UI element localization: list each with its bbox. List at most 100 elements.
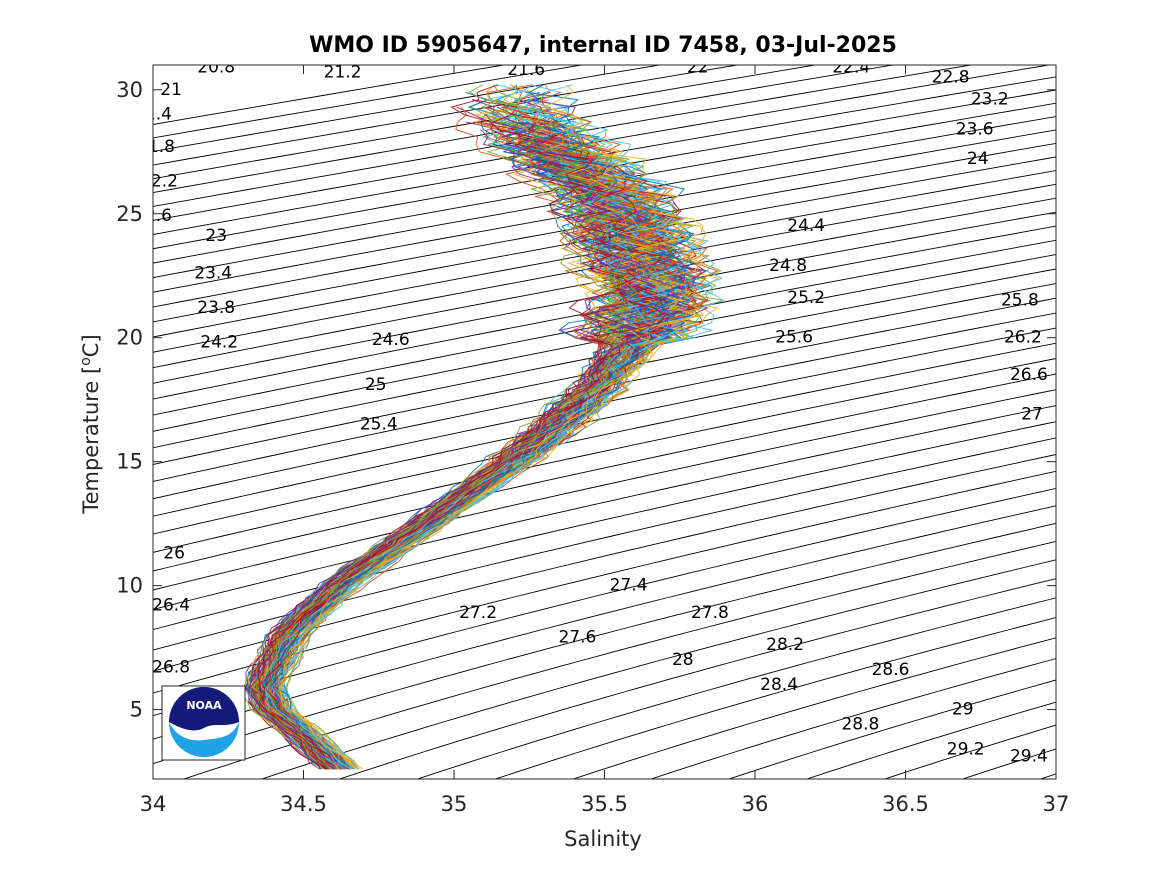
isopycnal-label: 25 <box>365 375 387 395</box>
isopycnal-label: 25.2 <box>787 288 825 308</box>
isopycnal-label: 27.8 <box>691 603 729 623</box>
y-tick-label: 30 <box>116 78 143 102</box>
isopycnal-line <box>727 679 1056 779</box>
x-tick-label: 35.5 <box>581 792 628 816</box>
profile-lines <box>242 84 725 770</box>
y-axis-label: Temperature [oC] <box>78 334 103 514</box>
isopycnal-label: 24.8 <box>769 256 807 276</box>
logo-text: NOAA <box>186 699 222 712</box>
profile-line <box>278 99 725 770</box>
isopycnal-label: 23.6 <box>956 120 994 140</box>
isopycnal-label: 21.4 <box>134 105 172 125</box>
isopycnal-label: 29.4 <box>1010 747 1048 767</box>
isopycnal-label: 26.2 <box>1004 328 1042 348</box>
isopycnal-line <box>883 724 1056 779</box>
isopycnal-label: 21.6 <box>507 60 545 80</box>
y-tick-label: 25 <box>116 202 143 226</box>
isopycnal-label: 23.8 <box>197 298 235 318</box>
isopycnal-label: 24.6 <box>372 330 410 350</box>
x-tick-label: 37 <box>1043 792 1070 816</box>
profile-line <box>249 129 676 770</box>
chart-title: WMO ID 5905647, internal ID 7458, 03-Jul… <box>309 33 897 58</box>
isopycnal-labels: 20.8 21 21.2 21.4 21.6 21.8 22 22.2 22.4 22.8 22.6… <box>134 58 1048 767</box>
isopycnal-label: 26.8 <box>152 657 190 677</box>
profile-line <box>263 151 692 770</box>
isopycnal-label: 29.2 <box>947 739 985 759</box>
logo-bird <box>169 687 239 731</box>
isopycnal-line <box>416 597 1056 779</box>
isopycnal-line <box>805 701 1056 779</box>
x-axis-label: Salinity <box>564 827 642 851</box>
isopycnal-label: 24.4 <box>787 216 825 236</box>
isopycnal-line <box>494 617 1056 779</box>
isopycnal-label: 28.4 <box>760 675 798 695</box>
y-tick-label: 20 <box>116 326 143 350</box>
isopycnal-label: 25.4 <box>360 415 398 435</box>
y-tick-label: 5 <box>130 698 143 722</box>
isopycnal-label: 21 <box>160 80 182 100</box>
x-tick-label: 34 <box>140 792 167 816</box>
isopycnal-label: 21.2 <box>324 62 362 82</box>
isopycnal-label: 24.2 <box>200 333 238 353</box>
profile-line <box>252 136 665 770</box>
profile-line <box>248 121 649 770</box>
isopycnal-label: 28.8 <box>841 715 879 735</box>
isopycnal-label: 25.8 <box>1001 291 1039 311</box>
x-tick-label: 34.5 <box>280 792 327 816</box>
isopycnal-label: 22.2 <box>140 172 178 192</box>
isopycnal-label: 26.4 <box>152 596 190 616</box>
isopycnal-label: 23.4 <box>194 263 232 283</box>
isopycnal-label: 25.6 <box>775 328 813 348</box>
isopycnal-label: 28.2 <box>766 635 804 655</box>
isopycnal-label: 24 <box>967 149 989 169</box>
isopycnal-label: 22.4 <box>832 58 870 78</box>
isopycnal-label: 26 <box>163 543 185 563</box>
isopycnal-label: 23.2 <box>971 90 1009 110</box>
profile-line <box>278 84 705 770</box>
profile-line <box>257 84 666 770</box>
isopycnal-label: 27.6 <box>558 628 596 648</box>
isopycnal-label: 21.8 <box>137 137 175 157</box>
isopycnal-line <box>338 578 1056 779</box>
x-tick-label: 36 <box>742 792 769 816</box>
noaa-logo: NOAA <box>161 685 246 761</box>
isopycnal-label: 29 <box>952 700 974 720</box>
isopycnal-line <box>649 658 1056 779</box>
profile-line <box>260 114 677 770</box>
logo-wave <box>169 722 239 741</box>
axis-ticks: 34 34.5 35 35.5 36 36.5 37 5 10 15 20 25 30 <box>116 65 1069 816</box>
y-axis-label-degree: o <box>78 357 94 366</box>
x-tick-label: 36.5 <box>882 792 929 816</box>
x-tick-label: 35 <box>441 792 468 816</box>
isopycnal-label: 22 <box>687 58 709 78</box>
isopycnal-label: 27.4 <box>610 576 648 596</box>
isopycnal-label: 22.8 <box>932 67 970 87</box>
isopycnal-line <box>571 637 1056 779</box>
profile-line <box>271 106 695 770</box>
isopycnal-label: 27 <box>1021 405 1043 425</box>
profile-line <box>262 151 669 770</box>
isopycnal-label: 23 <box>205 226 227 246</box>
isopycnal-label: 28.6 <box>872 660 910 680</box>
y-tick-label: 10 <box>116 574 143 598</box>
y-axis-label-suffix: C] <box>79 334 103 357</box>
